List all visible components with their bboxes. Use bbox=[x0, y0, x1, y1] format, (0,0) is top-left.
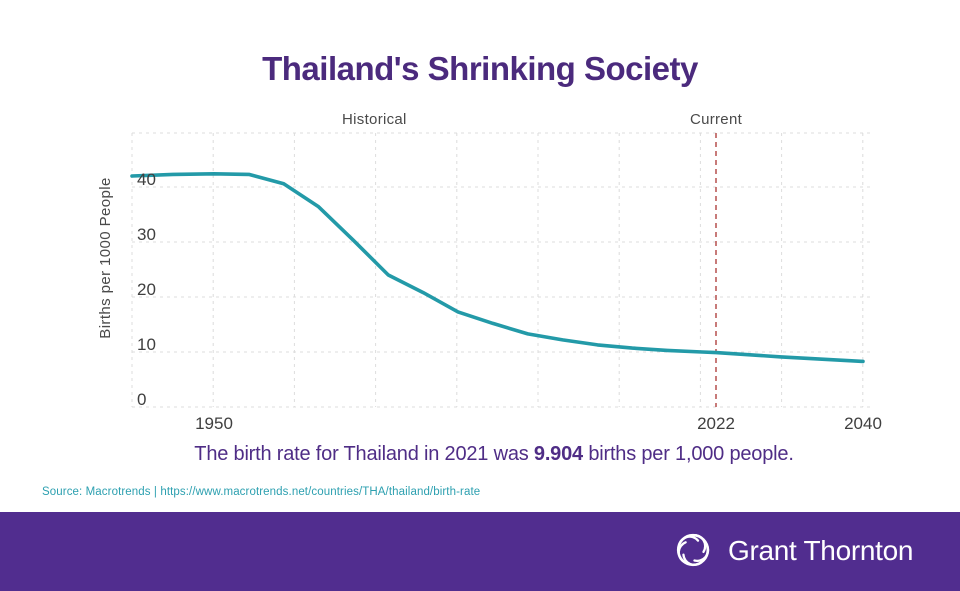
y-tick-label: 20 bbox=[137, 280, 156, 299]
y-tick-label: 0 bbox=[137, 390, 146, 409]
caption-highlight-value: 9.904 bbox=[533, 443, 583, 465]
y-tick-label: 40 bbox=[137, 170, 156, 189]
brand-wordmark: Grant Thornton bbox=[728, 535, 914, 566]
footer bbox=[0, 512, 960, 591]
phase-label-historical: Historical bbox=[342, 111, 407, 128]
caption: The birth rate for Thailand in 2021 was … bbox=[0, 443, 960, 466]
y-axis-title: Births per 1000 People bbox=[97, 177, 114, 338]
birth-rate-line bbox=[130, 172, 865, 364]
birth-rate-chart: 0 10 20 30 40 1950 2022 2040 Historical Current Bi… bbox=[97, 111, 882, 433]
grant-thornton-logo-icon bbox=[676, 533, 710, 567]
source-attribution: Source: Macrotrends | https://www.macrot… bbox=[42, 486, 481, 498]
x-tick-label: 2022 bbox=[697, 414, 735, 433]
x-tick-label: 1950 bbox=[195, 414, 233, 433]
phase-label-current: Current bbox=[690, 111, 743, 128]
y-tick-label: 30 bbox=[137, 225, 156, 244]
caption-prefix: The birth rate for Thailand in 2021 was bbox=[194, 443, 534, 465]
page-title: Thailand's Shrinking Society bbox=[262, 50, 698, 87]
x-tick-label: 2040 bbox=[844, 414, 882, 433]
caption-suffix: births per 1,000 people. bbox=[582, 443, 794, 465]
y-tick-label: 10 bbox=[137, 335, 156, 354]
